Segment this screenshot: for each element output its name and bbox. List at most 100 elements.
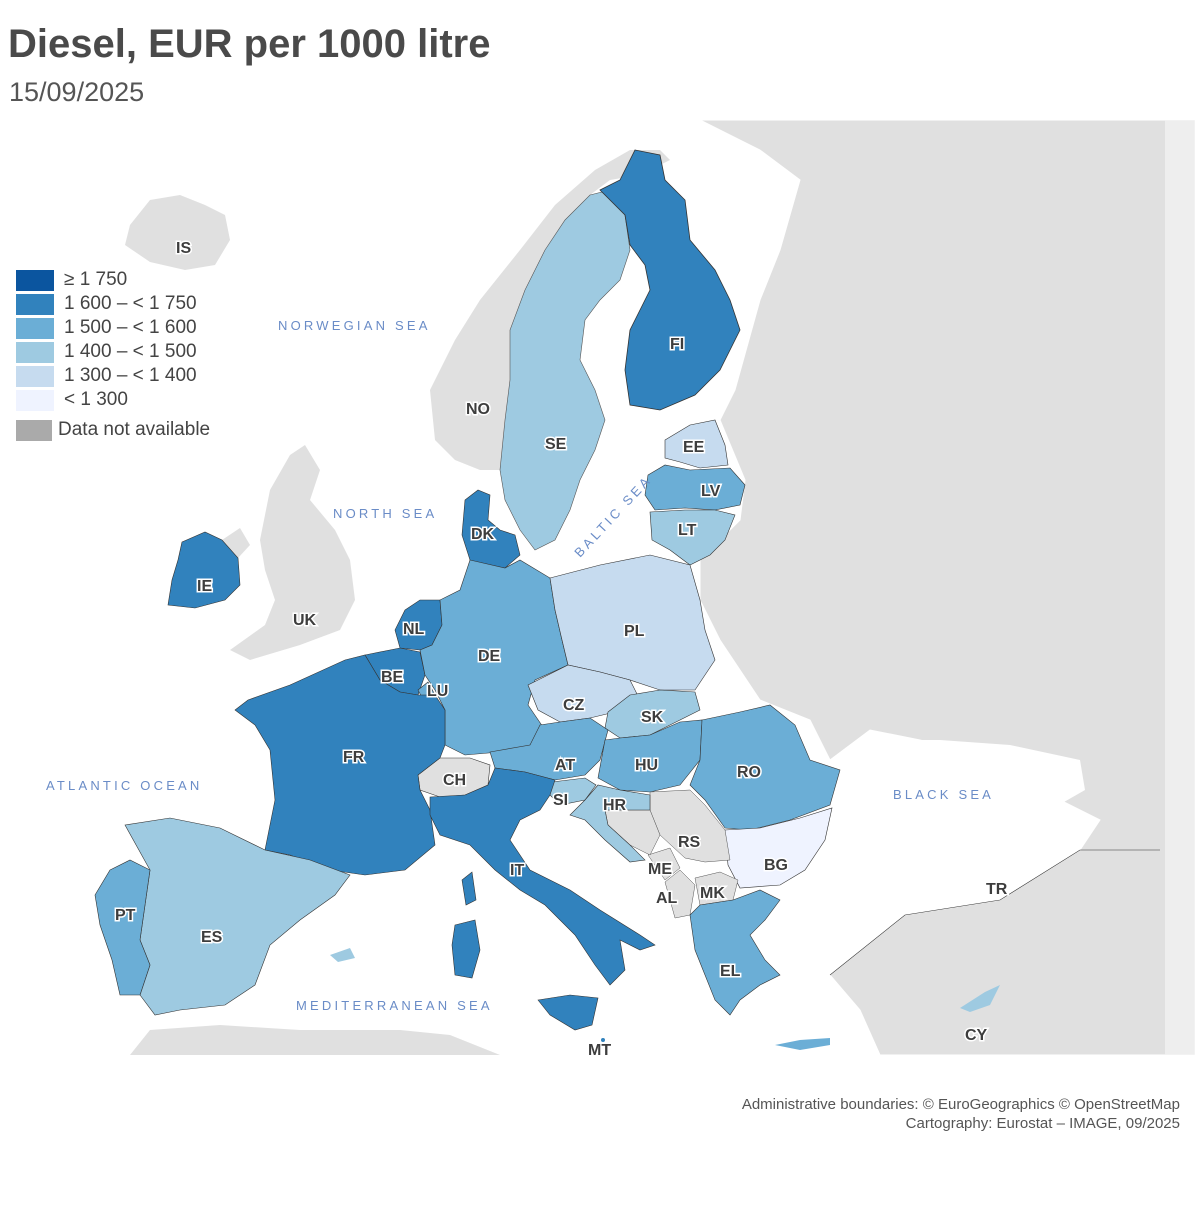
country-RO[interactable]: [689, 704, 841, 831]
country-NO: [430, 150, 670, 470]
land-east: [699, 119, 1196, 1056]
legend-label: 1 500 – < 1 600: [64, 317, 197, 338]
legend-label: 1 400 – < 1 500: [64, 341, 197, 362]
legend-item: 1 500 – < 1 600: [16, 316, 210, 340]
country-AL: [664, 869, 696, 919]
country-EL-crete: [775, 1038, 830, 1050]
country-ME: [647, 847, 681, 881]
country-SK[interactable]: [604, 689, 701, 739]
country-UK: [230, 445, 355, 660]
label-SE: SE: [545, 436, 567, 453]
country-EL[interactable]: [689, 889, 781, 1016]
label-ME: ME: [648, 861, 672, 878]
country-IE[interactable]: [167, 531, 241, 609]
legend-item: 1 600 – < 1 750: [16, 292, 210, 316]
label-FI: FI: [670, 336, 684, 353]
label-NL: NL: [403, 621, 425, 638]
country-ES-balearics: [330, 948, 355, 962]
legend-swatch: [16, 419, 52, 441]
country-SE[interactable]: [499, 189, 631, 551]
country-TR: [829, 849, 1160, 976]
sea-atlantic: ATLANTIC OCEAN: [46, 778, 203, 793]
label-AT: AT: [555, 757, 575, 774]
legend-swatch: [16, 365, 54, 387]
country-PT[interactable]: [94, 859, 151, 996]
label-UK: UK: [293, 612, 317, 629]
legend-item: ≥ 1 750: [16, 268, 210, 292]
legend-swatch: [16, 341, 54, 363]
country-IS: [125, 195, 230, 270]
label-SI: SI: [553, 792, 568, 809]
black-sea-water: [835, 740, 1085, 850]
legend-label: Data not available: [58, 419, 211, 440]
legend-label: 1 300 – < 1 400: [64, 365, 197, 386]
sea-norwegian: NORWEGIAN SEA: [278, 318, 431, 333]
label-EE: EE: [683, 439, 705, 456]
label-BG: BG: [764, 857, 788, 874]
credits: Administrative boundaries: © EuroGeograp…: [742, 1095, 1180, 1133]
label-IE: IE: [197, 578, 212, 595]
legend-swatch: [16, 293, 54, 315]
legend-item: 1 300 – < 1 400: [16, 364, 210, 388]
country-UK-ni: [222, 528, 250, 558]
legend-label: < 1 300: [64, 389, 128, 410]
country-FI[interactable]: [599, 149, 741, 411]
country-MT[interactable]: [601, 1038, 605, 1042]
country-EE[interactable]: [664, 419, 729, 469]
legend-label: 1 600 – < 1 750: [64, 293, 197, 314]
label-HU: HU: [635, 757, 658, 774]
legend-item-na: Data not available: [16, 418, 210, 442]
country-LV[interactable]: [644, 464, 746, 511]
label-PT: PT: [115, 907, 136, 924]
sea-mediterranean: MEDITERRANEAN SEA: [296, 998, 493, 1013]
legend-item: 1 400 – < 1 500: [16, 340, 210, 364]
country-HR[interactable]: [569, 784, 651, 863]
country-CY[interactable]: [960, 985, 1000, 1012]
legend-swatch: [16, 389, 54, 411]
legend-swatch: [16, 269, 54, 291]
country-PL[interactable]: [549, 554, 716, 691]
legend: ≥ 1 750 1 600 – < 1 750 1 500 – < 1 600 …: [16, 268, 210, 442]
country-IT-sicily: [537, 994, 599, 1031]
label-TR: TR: [986, 881, 1008, 898]
label-DE: DE: [478, 648, 501, 665]
label-CZ: CZ: [563, 697, 585, 714]
legend-label: ≥ 1 750: [64, 269, 128, 290]
credits-boundaries: Administrative boundaries: © EuroGeograp…: [741, 1096, 1180, 1113]
label-MT: MT: [588, 1042, 611, 1059]
label-LT: LT: [678, 522, 697, 539]
sea-north: NORTH SEA: [333, 506, 437, 521]
credits-cartography: Cartography: Eurostat – IMAGE, 09/2025: [905, 1115, 1180, 1132]
label-MK: MK: [700, 885, 725, 902]
label-EL: EL: [720, 963, 741, 980]
label-RS: RS: [678, 834, 701, 851]
country-BG[interactable]: [724, 807, 833, 889]
label-HR: HR: [603, 797, 627, 814]
land-north-africa: [130, 1025, 500, 1055]
sea-baltic: BALTIC SEA: [571, 472, 654, 560]
country-MK: [694, 871, 739, 906]
legend-item: < 1 300: [16, 388, 210, 412]
label-ES: ES: [201, 929, 223, 946]
label-AL: AL: [656, 890, 678, 907]
map-title: Diesel, EUR per 1000 litre: [8, 22, 491, 66]
label-DK: DK: [471, 526, 495, 543]
label-SK: SK: [641, 709, 664, 726]
label-PL: PL: [624, 623, 645, 640]
country-IT[interactable]: [429, 767, 656, 986]
label-RO: RO: [737, 764, 761, 781]
label-NO: NO: [466, 401, 490, 418]
country-IT-sardinia: [451, 919, 481, 979]
edge-fade: [1165, 120, 1195, 1055]
label-BE: BE: [381, 669, 404, 686]
label-FR: FR: [343, 749, 365, 766]
label-LU: LU: [427, 683, 448, 700]
label-CH: CH: [443, 772, 466, 789]
sea-black: BLACK SEA: [893, 787, 994, 802]
map-subtitle: 15/09/2025: [9, 77, 145, 107]
legend-swatch: [16, 317, 54, 339]
country-DK[interactable]: [461, 489, 521, 569]
country-LT[interactable]: [649, 509, 736, 566]
country-FR-corsica: [461, 871, 477, 906]
